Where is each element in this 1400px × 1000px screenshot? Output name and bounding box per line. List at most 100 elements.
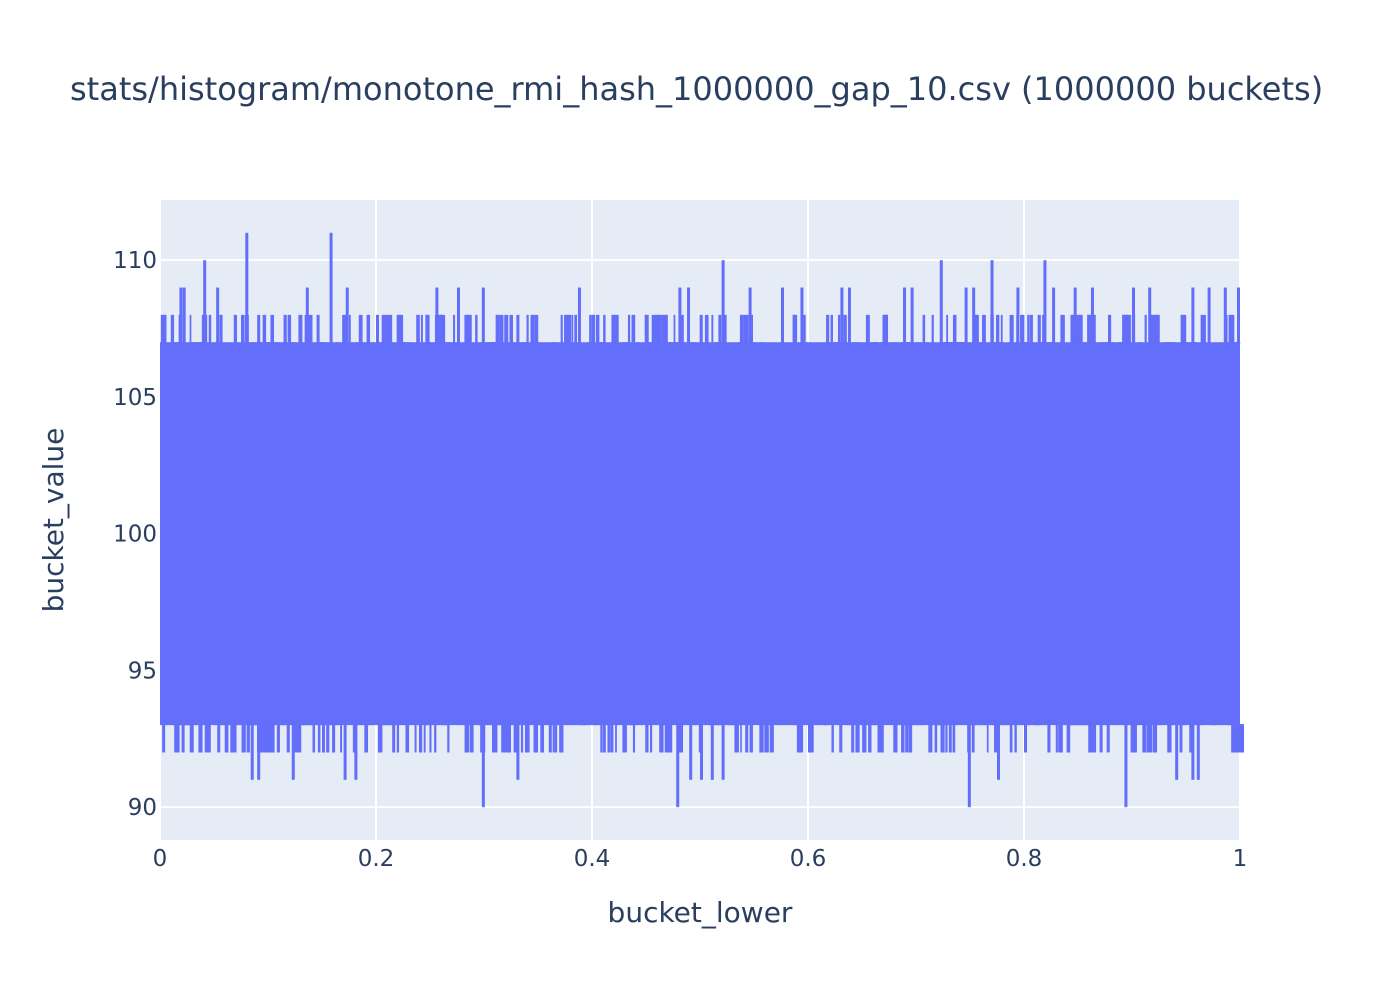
bucket-bar bbox=[388, 315, 392, 343]
bucket-bar bbox=[198, 342, 201, 343]
bucket-bar bbox=[359, 315, 363, 343]
bucket-bar bbox=[718, 315, 721, 343]
upper-spike-bar bbox=[991, 260, 994, 343]
bucket-bar bbox=[645, 724, 648, 752]
upper-spike-bar bbox=[578, 288, 581, 344]
bucket-bar bbox=[504, 315, 508, 343]
bucket-bar bbox=[1071, 724, 1074, 725]
bucket-bar bbox=[844, 315, 847, 343]
upper-spike-bar bbox=[245, 233, 248, 343]
upper-spike-bar bbox=[435, 288, 438, 344]
lower-spike-bar bbox=[689, 724, 692, 780]
bucket-bar bbox=[935, 724, 938, 752]
bucket-bar bbox=[525, 724, 527, 752]
upper-spike-bar bbox=[516, 315, 519, 343]
upper-spike-bar bbox=[1016, 288, 1019, 344]
bucket-bar bbox=[247, 724, 250, 752]
upper-spike-bar bbox=[346, 288, 349, 344]
bucket-bar bbox=[902, 724, 904, 752]
bucket-bar bbox=[1047, 724, 1050, 752]
bucket-bar bbox=[1034, 724, 1040, 725]
bucket-bar bbox=[249, 342, 258, 343]
upper-spike-bar bbox=[687, 288, 690, 344]
upper-spike-bar bbox=[722, 260, 725, 343]
bucket-bar bbox=[531, 315, 535, 343]
bucket-bar bbox=[684, 342, 687, 343]
upper-spike-bar bbox=[257, 315, 260, 343]
bucket-bar bbox=[205, 724, 207, 752]
bucket-bar bbox=[561, 315, 563, 343]
bucket-bar bbox=[1001, 315, 1003, 343]
bucket-bar bbox=[209, 315, 211, 343]
bucket-bar bbox=[982, 315, 986, 343]
bucket-bar bbox=[855, 724, 859, 752]
lower-spike-bar bbox=[1067, 724, 1070, 752]
bucket-bar bbox=[447, 724, 449, 752]
y-tick-label: 95 bbox=[128, 658, 157, 684]
bucket-bar bbox=[920, 724, 923, 725]
bucket-bar bbox=[501, 724, 504, 752]
bucket-bar bbox=[622, 724, 624, 752]
lower-spike-bar bbox=[549, 724, 552, 752]
lower-spike-bar bbox=[603, 724, 606, 752]
lower-spike-bar bbox=[1175, 724, 1178, 780]
lower-spike-bar bbox=[711, 724, 714, 780]
bucket-bar bbox=[336, 342, 340, 343]
upper-spike-bar bbox=[1237, 288, 1240, 344]
bucket-bar bbox=[592, 315, 594, 343]
bucket-bar bbox=[540, 724, 543, 752]
upper-spike-bar bbox=[457, 288, 460, 344]
bucket-bar bbox=[567, 724, 570, 725]
bucket-bar bbox=[640, 724, 643, 725]
upper-spike-bar bbox=[940, 260, 943, 343]
bucket-bar bbox=[770, 724, 773, 752]
bucket-bar bbox=[665, 724, 669, 752]
bucket-bar bbox=[589, 315, 592, 343]
x-axis-ticks: 0 0.2 0.4 0.6 0.8 1 bbox=[153, 846, 1248, 872]
bucket-bar bbox=[349, 315, 351, 343]
bucket-bar bbox=[975, 315, 979, 343]
bucket-bar bbox=[332, 724, 335, 752]
bucket-bar bbox=[862, 724, 866, 752]
bucket-bar bbox=[654, 315, 658, 343]
x-tick-label: 0.8 bbox=[1006, 846, 1043, 872]
upper-spike-bar bbox=[743, 315, 746, 343]
bucket-bar bbox=[284, 315, 287, 343]
lower-spike-bar bbox=[292, 724, 295, 780]
bucket-bar bbox=[587, 342, 589, 343]
bucket-bar bbox=[741, 315, 743, 343]
bucket-bar bbox=[166, 724, 169, 725]
bucket-bar bbox=[838, 315, 840, 343]
bucket-bar bbox=[652, 315, 655, 343]
bucket-bar bbox=[1167, 724, 1171, 752]
bucket-bar bbox=[500, 315, 504, 343]
bucket-bar bbox=[429, 724, 431, 752]
bucket-bar bbox=[260, 724, 262, 752]
bucket-bar bbox=[171, 315, 174, 343]
upper-spike-bar bbox=[1148, 288, 1151, 344]
lower-spike-bar bbox=[759, 724, 762, 752]
chart-title: stats/histogram/monotone_rmi_hash_100000… bbox=[70, 70, 1323, 108]
bucket-bar bbox=[603, 315, 605, 343]
bucket-bar bbox=[559, 724, 563, 752]
upper-spike-bar bbox=[800, 288, 803, 344]
bucket-bar bbox=[230, 724, 232, 752]
lower-spike-bar bbox=[1235, 724, 1238, 752]
bucket-bar bbox=[355, 342, 359, 343]
bucket-bar bbox=[987, 724, 989, 752]
bucket-bar bbox=[190, 724, 194, 752]
bucket-bar bbox=[869, 724, 872, 752]
bucket-bar bbox=[416, 315, 420, 343]
lower-spike-bar bbox=[344, 724, 347, 780]
bucket-bar bbox=[1107, 724, 1110, 752]
bucket-bar bbox=[568, 315, 571, 343]
x-axis-title: bucket_lower bbox=[608, 896, 793, 929]
bucket-bar bbox=[340, 724, 342, 752]
bucket-bar bbox=[1124, 315, 1128, 343]
bucket-bar bbox=[225, 724, 229, 752]
bucket-bar bbox=[552, 342, 558, 343]
bucket-bar bbox=[441, 315, 443, 343]
bucket-bar bbox=[1131, 724, 1135, 752]
bucket-bar bbox=[1087, 315, 1089, 343]
bucket-bar bbox=[509, 315, 513, 343]
